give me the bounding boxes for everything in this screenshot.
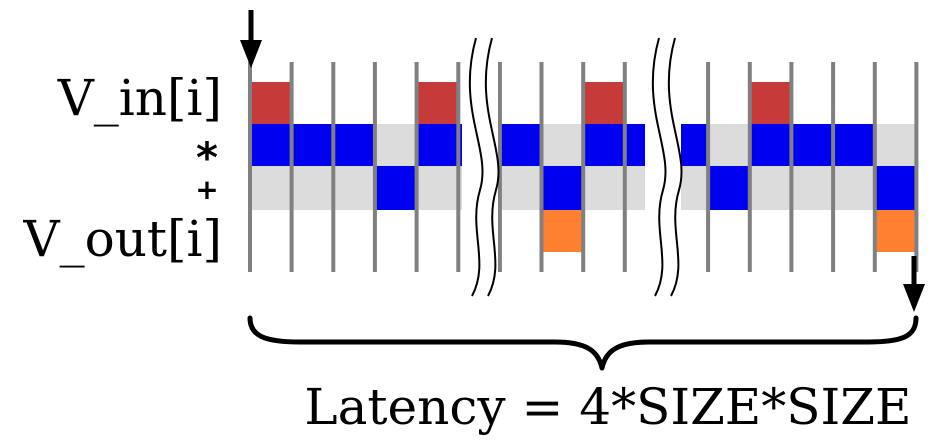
v-out-cell: [874, 210, 917, 252]
multiply-cell: [499, 124, 542, 166]
multiply-cell: [833, 124, 875, 166]
add-cell: [374, 166, 417, 210]
time-break-mark: [645, 35, 683, 297]
time-breaks: [462, 35, 683, 297]
multiply-cell: [416, 124, 459, 166]
add-label: +: [195, 173, 218, 206]
v-in-cell: [749, 82, 792, 124]
add-cell: [874, 166, 917, 210]
multiply-cell: [791, 124, 833, 166]
end-arrow: [903, 256, 925, 312]
latency-brace: [247, 315, 919, 371]
latency-caption: Latency = 4*SIZE*SIZE: [304, 378, 911, 436]
v-out-cell: [541, 210, 584, 252]
multiply-cell: [333, 124, 375, 166]
v-out-label: V_out[i]: [22, 210, 222, 268]
timeline-cells: [250, 82, 917, 252]
multiply-cell: [250, 124, 292, 166]
add-cell: [541, 166, 584, 210]
v-in-cell: [583, 82, 625, 124]
multiply-cell: [291, 124, 334, 166]
start-arrow: [240, 10, 262, 68]
v-in-label: V_in[i]: [57, 69, 222, 127]
multiply-label: *: [196, 133, 218, 182]
multiply-cell: [583, 124, 625, 166]
v-in-cell: [250, 82, 292, 124]
add-cell: [708, 166, 750, 210]
multiply-cell: [749, 124, 792, 166]
v-in-cell: [416, 82, 459, 124]
time-break-mark: [462, 35, 500, 297]
